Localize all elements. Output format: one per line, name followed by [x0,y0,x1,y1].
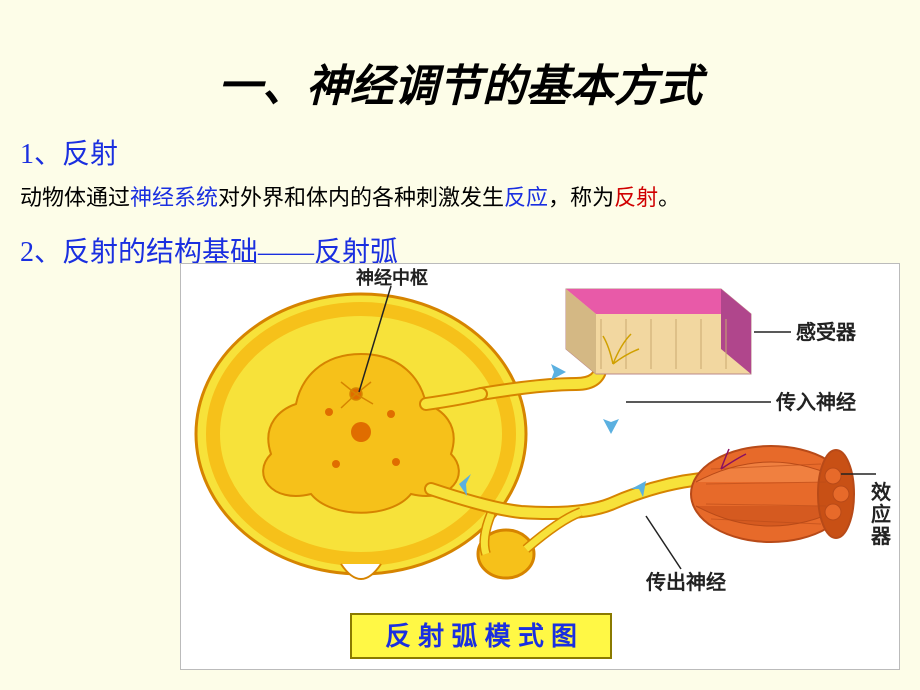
receptor-skin-icon [566,289,751,374]
def-t1: 动物体通过 [20,185,130,210]
caption-text: 反 射 弧 模 式 图 [385,621,577,651]
page-title: 一、神经调节的基本方式 [0,0,920,132]
figure-caption: 反 射 弧 模 式 图 [351,614,611,658]
section2-heading: 2、反射的结构基础——反射弧 [0,212,920,270]
svg-text:效 应 器: 效 应 器 [870,480,897,548]
reflex-arc-figure: 神经中枢 感受器 传入神经 效 应 器 传出神经 反 射 弧 模 式 图 [180,263,900,670]
def-t4: 反应 [504,185,548,210]
label-afferent: 传入神经 [775,390,856,414]
definition-line: 动物体通过神经系统对外界和体内的各种刺激发生反应，称为反射。 [0,172,920,212]
def-t3: 对外界和体内的各种刺激发生 [218,185,504,210]
spinal-cord-icon [196,294,526,579]
def-t6: 反射 [614,185,658,210]
label-center: 神经中枢 [356,267,428,288]
def-t2: 神经系统 [130,185,218,210]
label-receptor: 感受器 [796,320,857,344]
section1-heading: 1、反射 [0,132,920,172]
label-effector-1: 效 [871,480,891,504]
effector-muscle-icon [691,446,854,542]
label-effector-2: 应 [871,502,891,526]
label-effector-3: 器 [870,525,892,548]
label-efferent: 传出神经 [645,570,726,594]
def-t7: 。 [658,185,680,210]
def-t5: ，称为 [548,185,614,210]
reflex-arc-svg: 神经中枢 感受器 传入神经 效 应 器 传出神经 反 射 弧 模 式 图 [181,264,901,671]
